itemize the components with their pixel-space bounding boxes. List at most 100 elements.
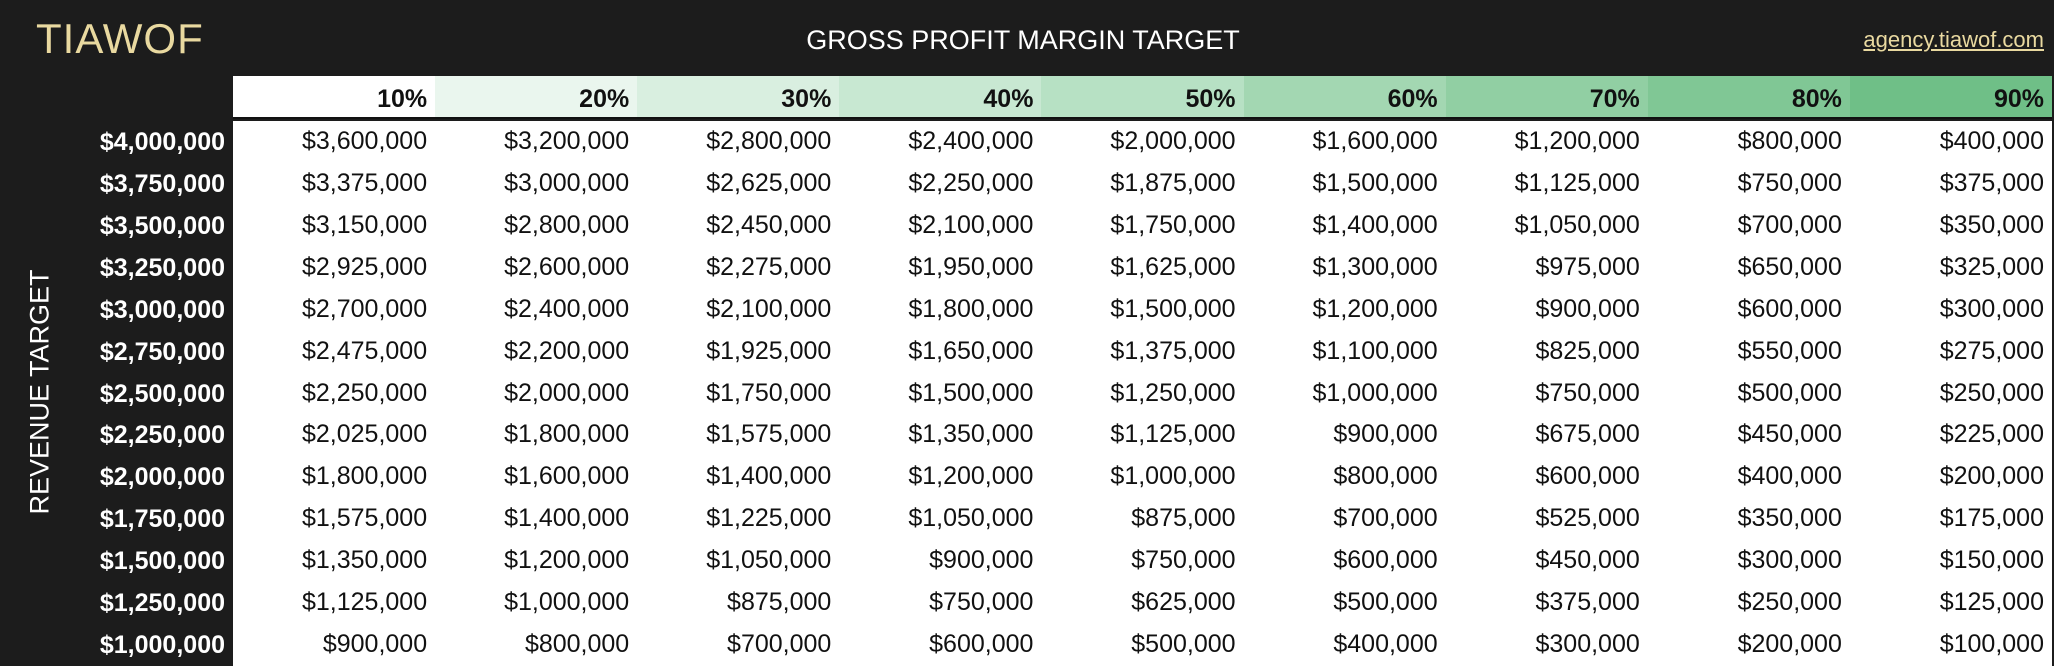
cell: $2,250,000 <box>839 162 1042 205</box>
column-header: 70% <box>1445 76 1648 119</box>
row-label: $3,250,000 <box>99 253 225 282</box>
cell: $1,950,000 <box>839 246 1042 289</box>
cell: $900,000 <box>233 624 436 666</box>
cell: $1,800,000 <box>435 414 638 457</box>
cell: $500,000 <box>1647 372 1850 415</box>
cell: $2,025,000 <box>233 414 436 457</box>
cell: $2,800,000 <box>637 121 840 163</box>
cell: $800,000 <box>1243 456 1446 499</box>
cell: $900,000 <box>1445 288 1648 331</box>
cell: $1,050,000 <box>1445 204 1648 247</box>
cell: $1,575,000 <box>233 498 436 541</box>
row-label: $2,750,000 <box>99 337 225 366</box>
cell: $825,000 <box>1445 330 1648 373</box>
cell: $375,000 <box>1445 582 1648 625</box>
cell: $1,200,000 <box>435 540 638 583</box>
column-header: 20% <box>435 76 638 119</box>
cell: $1,925,000 <box>637 330 840 373</box>
cell: $325,000 <box>1849 246 2052 289</box>
row-label: $3,000,000 <box>99 295 225 324</box>
cell: $100,000 <box>1849 624 2052 666</box>
link[interactable]: agency.tiawof.com <box>1863 27 2044 52</box>
cell: $875,000 <box>637 582 840 625</box>
cell: $2,800,000 <box>435 204 638 247</box>
cell: $1,500,000 <box>1243 162 1446 205</box>
row-label: $2,000,000 <box>99 463 225 492</box>
cell: $3,200,000 <box>435 121 638 163</box>
cell: $550,000 <box>1647 330 1850 373</box>
cell: $1,800,000 <box>233 456 436 499</box>
cell: $400,000 <box>1243 624 1446 666</box>
column-header: 90% <box>1849 76 2052 119</box>
cell: $1,125,000 <box>1445 162 1648 205</box>
cell: $2,250,000 <box>233 372 436 415</box>
cell: $1,800,000 <box>839 288 1042 331</box>
row-label: $3,500,000 <box>99 211 225 240</box>
cell: $1,000,000 <box>1243 372 1446 415</box>
cell: $2,925,000 <box>233 246 436 289</box>
row-axis-label: REVENUE TARGET <box>24 269 55 515</box>
column-header: 40% <box>839 76 1042 119</box>
cell: $250,000 <box>1849 372 2052 415</box>
cell: $1,750,000 <box>637 372 840 415</box>
cell: $600,000 <box>1445 456 1648 499</box>
row-label: $1,000,000 <box>99 631 225 660</box>
cell: $1,300,000 <box>1243 246 1446 289</box>
cell: $125,000 <box>1849 582 2052 625</box>
cell: $500,000 <box>1243 582 1446 625</box>
cell: $625,000 <box>1041 582 1244 625</box>
cell: $750,000 <box>1041 540 1244 583</box>
cell: $875,000 <box>1041 498 1244 541</box>
cell: $1,750,000 <box>1041 204 1244 247</box>
cell: $1,400,000 <box>1243 204 1446 247</box>
column-header: 60% <box>1243 76 1446 119</box>
cell: $1,200,000 <box>1445 121 1648 163</box>
cell: $1,125,000 <box>1041 414 1244 457</box>
cell: $1,200,000 <box>839 456 1042 499</box>
cell: $600,000 <box>839 624 1042 666</box>
cell: $350,000 <box>1647 498 1850 541</box>
cell: $500,000 <box>1041 624 1244 666</box>
cell: $700,000 <box>1243 498 1446 541</box>
cell: $525,000 <box>1445 498 1648 541</box>
cell: $750,000 <box>839 582 1042 625</box>
row-label: $4,000,000 <box>99 128 225 156</box>
cell: $975,000 <box>1445 246 1648 289</box>
cell: $700,000 <box>1647 204 1850 247</box>
cell: $150,000 <box>1849 540 2052 583</box>
cell: $2,100,000 <box>637 288 840 331</box>
cell: $675,000 <box>1445 414 1648 457</box>
cell: $1,400,000 <box>637 456 840 499</box>
cell: $400,000 <box>1849 121 2052 163</box>
title: GROSS PROFIT MARGIN TARGET <box>806 25 1240 55</box>
cell: $200,000 <box>1849 456 2052 499</box>
cell: $1,625,000 <box>1041 246 1244 289</box>
cell: $2,200,000 <box>435 330 638 373</box>
cell: $900,000 <box>839 540 1042 583</box>
cell: $375,000 <box>1849 162 2052 205</box>
cell: $2,400,000 <box>435 288 638 331</box>
cell: $400,000 <box>1647 456 1850 499</box>
cell: $700,000 <box>637 624 840 666</box>
row-label: $1,250,000 <box>99 589 225 618</box>
cell: $225,000 <box>1849 414 2052 457</box>
cell: $1,200,000 <box>1243 288 1446 331</box>
row-label: $2,500,000 <box>99 379 225 408</box>
cell: $2,450,000 <box>637 204 840 247</box>
column-header: 10% <box>233 76 436 119</box>
cell: $1,000,000 <box>1041 456 1244 499</box>
cell: $275,000 <box>1849 330 2052 373</box>
cell: $600,000 <box>1243 540 1446 583</box>
cell: $1,050,000 <box>637 540 840 583</box>
cell: $750,000 <box>1647 162 1850 205</box>
cell: $1,600,000 <box>435 456 638 499</box>
cell: $450,000 <box>1445 540 1648 583</box>
cell: $3,150,000 <box>233 204 436 247</box>
cell: $2,700,000 <box>233 288 436 331</box>
cell: $800,000 <box>1647 121 1850 163</box>
cell: $250,000 <box>1647 582 1850 625</box>
cell: $300,000 <box>1647 540 1850 583</box>
cell: $2,475,000 <box>233 330 436 373</box>
cell: $2,600,000 <box>435 246 638 289</box>
cell: $1,125,000 <box>233 582 436 625</box>
